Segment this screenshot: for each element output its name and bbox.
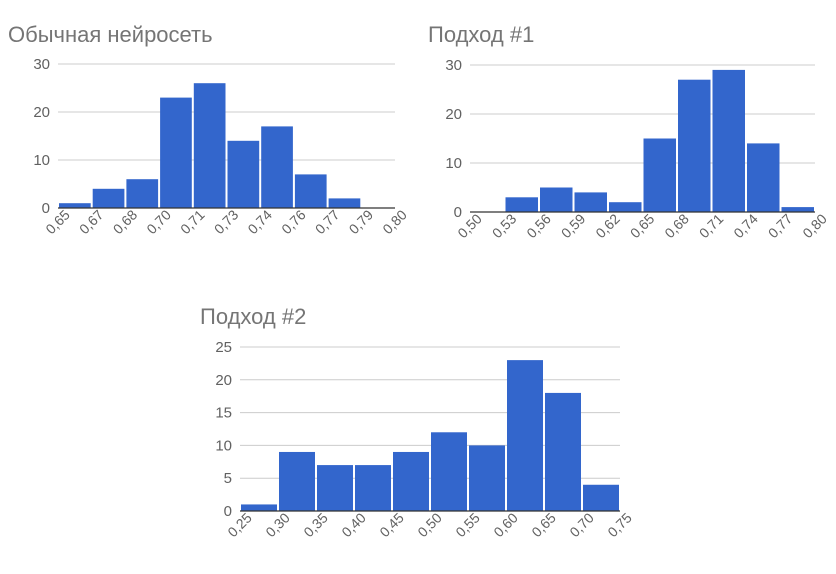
- histogram-bar: [431, 432, 467, 511]
- histogram-bar: [328, 198, 361, 208]
- y-tick-label: 20: [215, 372, 232, 389]
- histogram-bar: [545, 392, 581, 511]
- y-tick-label: 15: [215, 405, 232, 422]
- histogram-bar: [317, 465, 353, 511]
- histogram-bar: [469, 445, 505, 511]
- y-tick-label: 0: [224, 503, 232, 520]
- histogram-bar: [261, 126, 293, 208]
- chart-title: Подход #2: [200, 304, 306, 329]
- histogram-bar: [505, 197, 538, 212]
- histogram-bar: [781, 207, 814, 212]
- y-tick-label: 30: [33, 56, 50, 73]
- histogram-bar: [678, 79, 711, 212]
- x-tick-label: 0,45: [376, 509, 407, 540]
- x-tick-label: 0,65: [528, 509, 559, 540]
- x-tick-label: 0,55: [452, 509, 483, 540]
- y-tick-label: 10: [215, 437, 232, 454]
- x-tick-label: 0,35: [300, 509, 331, 540]
- histogram-bar: [747, 143, 780, 212]
- x-tick-label: 0,50: [414, 509, 445, 540]
- y-tick-label: 5: [224, 470, 232, 487]
- histogram-bar: [609, 202, 642, 212]
- histogram-bar: [241, 504, 277, 511]
- x-tick-label: 0,75: [604, 509, 635, 540]
- y-tick-label: 30: [445, 57, 462, 74]
- y-tick-label: 0: [454, 204, 462, 221]
- y-tick-label: 20: [445, 106, 462, 123]
- histogram-bar: [507, 360, 543, 511]
- histogram-bar: [355, 465, 391, 511]
- x-tick-label: 0,30: [262, 509, 293, 540]
- histogram-bar: [59, 203, 91, 208]
- x-tick-label: 0,70: [566, 509, 597, 540]
- histogram-bar: [227, 140, 260, 208]
- chart-title: Обычная нейросеть: [8, 22, 213, 47]
- x-tick-label: 0,40: [338, 509, 369, 540]
- histogram-bar: [279, 451, 315, 511]
- histogram-bar: [393, 451, 429, 511]
- y-tick-label: 10: [33, 152, 50, 169]
- y-tick-label: 10: [445, 155, 462, 172]
- histogram-bar: [294, 174, 327, 208]
- histogram-bar: [126, 179, 159, 208]
- histogram-bar: [712, 69, 745, 213]
- histogram-bar: [583, 484, 619, 511]
- histogram-bar: [540, 187, 573, 212]
- histogram-bar: [193, 83, 226, 208]
- y-tick-label: 25: [215, 339, 232, 356]
- histogram-bar: [92, 188, 125, 208]
- histogram-bar: [574, 192, 607, 212]
- y-tick-label: 0: [42, 200, 50, 217]
- chart-title: Подход #1: [428, 22, 534, 47]
- x-tick-label: 0,60: [490, 509, 521, 540]
- histogram-bar: [160, 97, 192, 208]
- histogram-bar: [643, 138, 676, 212]
- y-tick-label: 20: [33, 104, 50, 121]
